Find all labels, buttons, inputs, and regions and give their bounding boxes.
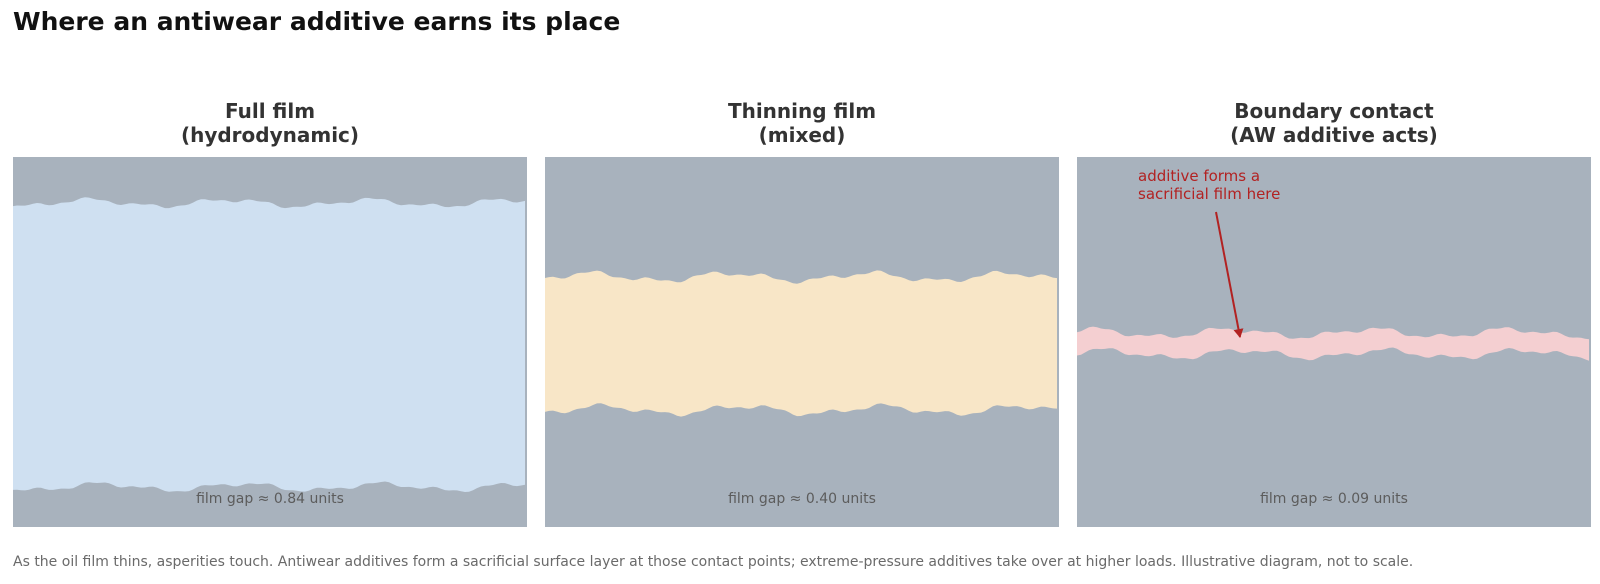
panel-title-full-film: Full film (hydrodynamic) xyxy=(13,99,527,147)
oil-film xyxy=(13,197,525,492)
figure-caption: As the oil film thins, asperities touch.… xyxy=(13,554,1414,570)
sacrificial-film xyxy=(1077,326,1589,361)
additive-annotation: additive forms a sacrificial film here xyxy=(1138,167,1280,203)
annotation-line2: sacrificial film here xyxy=(1138,185,1281,203)
panel-boundary-contact: additive forms a sacrificial film here f… xyxy=(1077,157,1591,527)
panel-title-line2: (mixed) xyxy=(758,123,846,147)
annotation-line1: additive forms a xyxy=(1138,167,1261,185)
film-gap-label: film gap ≈ 0.84 units xyxy=(196,491,344,507)
panel-title-thinning-film: Thinning film (mixed) xyxy=(545,99,1059,147)
panel-title-line1: Boundary contact xyxy=(1234,99,1434,123)
panel-title-line2: (hydrodynamic) xyxy=(180,123,360,147)
film-gap-label: film gap ≈ 0.40 units xyxy=(728,491,876,507)
panel-title-line1: Full film xyxy=(224,99,316,123)
panel-title-line2: (AW additive acts) xyxy=(1230,123,1438,147)
panel-full-film: film gap ≈ 0.84 units xyxy=(13,157,527,527)
film-gap-label: film gap ≈ 0.09 units xyxy=(1260,491,1408,507)
panel-title-boundary-contact: Boundary contact (AW additive acts) xyxy=(1077,99,1591,147)
annotation-arrow xyxy=(1215,211,1244,338)
panel-title-line1: Thinning film xyxy=(727,99,877,123)
oil-film xyxy=(545,270,1057,417)
panel-thinning-film: film gap ≈ 0.40 units xyxy=(545,157,1059,527)
page-title: Where an antiwear additive earns its pla… xyxy=(13,7,621,36)
